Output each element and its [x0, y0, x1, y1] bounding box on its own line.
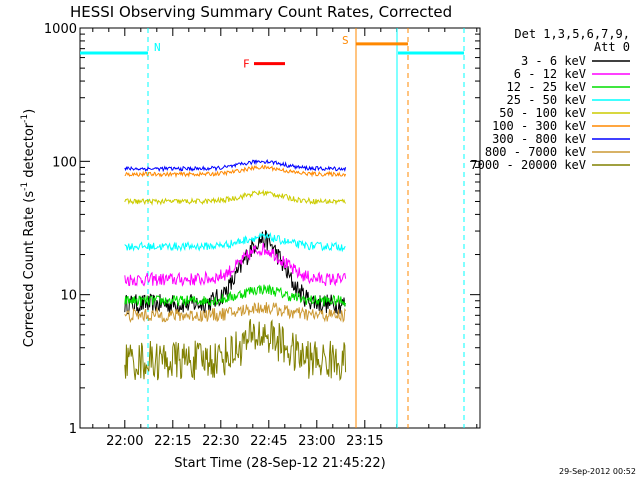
y-label-prefix: Corrected Count Rate (s — [22, 191, 37, 348]
legend-label: 50 - 100 keV — [499, 106, 586, 120]
y-tick-label: 1000 — [44, 22, 77, 37]
flag-label-s: S — [342, 34, 349, 47]
legend-label: 7000 - 20000 keV — [470, 158, 586, 172]
flag-markers: N F S — [80, 28, 465, 428]
x-tick-label: 23:00 — [298, 434, 335, 449]
chart-title: HESSI Observing Summary Count Rates, Cor… — [70, 3, 452, 21]
y-label-suffix: ) — [22, 109, 37, 114]
legend-label: 100 - 300 keV — [492, 119, 586, 133]
series-line-2 — [124, 283, 347, 308]
y-label-mid: detector — [22, 122, 37, 182]
legend-label: 800 - 7000 keV — [485, 145, 586, 159]
y-tick-label: 100 — [52, 155, 77, 170]
plot-frame — [79, 27, 481, 429]
series-line-6 — [124, 159, 347, 173]
x-tick-label: 23:15 — [346, 434, 383, 449]
series-line-1 — [124, 242, 347, 287]
x-tick-label: 22:45 — [250, 434, 287, 449]
legend-label: 3 - 6 keV — [521, 54, 586, 68]
series-lines — [124, 159, 347, 382]
y-axis-label: Corrected Count Rate (s-1 detector-1) — [20, 109, 37, 347]
x-axis-label: Start Time (28-Sep-12 21:45:22) — [174, 456, 385, 471]
series-line-8 — [124, 318, 347, 382]
x-tick-label: 22:00 — [106, 434, 143, 449]
y-tick-label: 1 — [69, 422, 77, 437]
series-line-0 — [124, 230, 346, 316]
x-tick-label: 22:30 — [202, 434, 239, 449]
legend-label: 12 - 25 keV — [507, 80, 586, 94]
series-line-3 — [124, 231, 346, 253]
y-tick-label: 10 — [60, 289, 77, 304]
series-line-5 — [124, 164, 347, 179]
series-line-4 — [124, 189, 346, 206]
flag-label-f: F — [243, 58, 250, 71]
y-label-sup1: -1 — [20, 182, 30, 191]
timestamp: 29-Sep-2012 00:52 — [559, 467, 636, 476]
series-line-7 — [124, 302, 347, 324]
legend-label: 300 - 800 keV — [492, 132, 586, 146]
legend-header-2: Att 0 — [594, 40, 630, 54]
flag-label-n: N — [154, 41, 161, 54]
axis-ticks: 22:00 22:15 22:30 22:45 23:00 23:15 1 10 100 1000 — [44, 22, 480, 449]
y-label-sup2: -1 — [20, 114, 30, 123]
x-tick-label: 22:15 — [154, 434, 191, 449]
legend-label: 25 - 50 keV — [507, 93, 586, 107]
legend-label: 6 - 12 keV — [514, 67, 586, 81]
legend-header-1: Det 1,3,5,6,7,9, — [514, 27, 630, 41]
